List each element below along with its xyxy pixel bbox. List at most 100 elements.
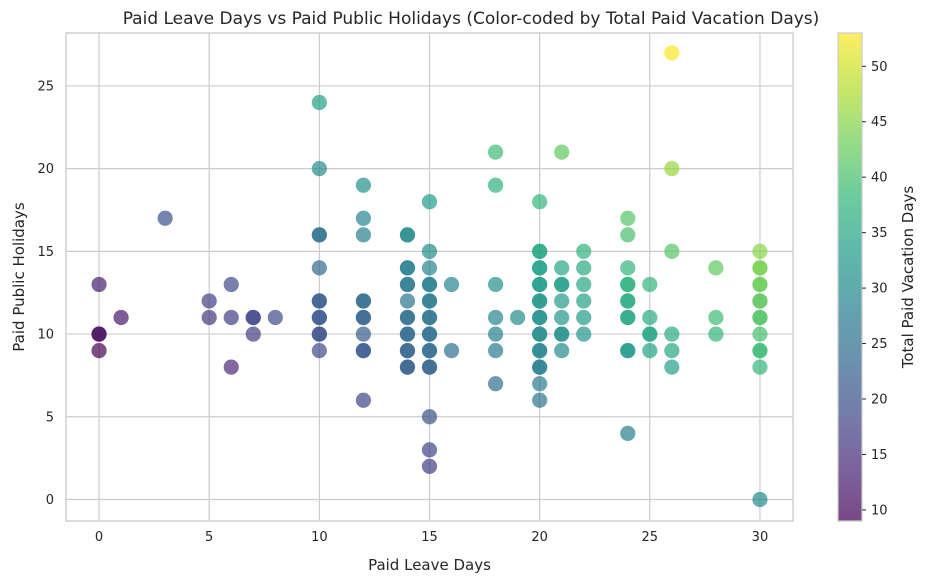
y-tick-label: 0 bbox=[46, 493, 54, 508]
data-point bbox=[554, 260, 570, 276]
data-point bbox=[487, 343, 504, 359]
data-point bbox=[510, 309, 526, 326]
colorbar bbox=[838, 33, 862, 521]
data-point bbox=[399, 309, 416, 326]
data-point bbox=[642, 309, 658, 326]
data-point bbox=[487, 276, 504, 293]
data-point bbox=[620, 425, 636, 441]
data-point bbox=[223, 359, 239, 375]
data-point bbox=[664, 326, 680, 342]
data-point bbox=[532, 343, 548, 359]
data-point bbox=[620, 293, 636, 309]
x-tick-label: 0 bbox=[95, 530, 103, 545]
data-point bbox=[752, 309, 768, 326]
data-point bbox=[620, 309, 636, 326]
data-point bbox=[554, 326, 570, 342]
plot-frame bbox=[65, 32, 794, 522]
data-point bbox=[421, 442, 438, 458]
data-points bbox=[91, 45, 768, 508]
data-point bbox=[311, 260, 327, 276]
data-point bbox=[532, 359, 548, 375]
data-point bbox=[752, 343, 768, 359]
data-point bbox=[576, 260, 592, 276]
colorbar-tick-label: 30 bbox=[871, 282, 888, 297]
data-point bbox=[355, 326, 372, 342]
x-tick-label: 15 bbox=[421, 530, 438, 545]
data-point bbox=[752, 491, 768, 508]
data-point bbox=[642, 326, 658, 342]
data-point bbox=[245, 326, 261, 342]
x-tick-label: 5 bbox=[205, 530, 213, 545]
data-point bbox=[399, 227, 416, 243]
data-point bbox=[576, 243, 592, 259]
data-point bbox=[399, 343, 416, 359]
data-point bbox=[311, 161, 327, 177]
data-point bbox=[664, 243, 680, 259]
y-tick-label: 15 bbox=[37, 245, 54, 260]
data-point bbox=[642, 343, 658, 359]
data-point bbox=[532, 276, 548, 293]
data-point bbox=[576, 276, 592, 293]
colorbar-tick-label: 35 bbox=[871, 226, 888, 241]
data-point bbox=[532, 243, 548, 259]
data-point bbox=[421, 293, 438, 309]
x-tick-label: 20 bbox=[531, 530, 548, 545]
data-point bbox=[664, 161, 680, 177]
colorbar-frame bbox=[837, 32, 863, 522]
y-tick-label: 25 bbox=[37, 79, 54, 94]
data-point bbox=[399, 293, 416, 309]
data-point bbox=[355, 177, 372, 193]
data-point bbox=[532, 376, 548, 392]
data-point bbox=[311, 343, 327, 359]
data-point bbox=[554, 293, 570, 309]
x-tick-label: 10 bbox=[311, 530, 328, 545]
data-point bbox=[355, 227, 372, 243]
data-point bbox=[752, 260, 768, 276]
data-point bbox=[245, 309, 261, 326]
y-tick-label: 5 bbox=[46, 410, 54, 425]
data-point bbox=[554, 276, 570, 293]
data-point bbox=[708, 260, 724, 276]
data-point bbox=[487, 144, 504, 160]
data-point bbox=[487, 309, 504, 326]
data-point bbox=[311, 326, 327, 342]
x-axis-label: Paid Leave Days bbox=[368, 556, 491, 574]
data-point bbox=[554, 343, 570, 359]
x-axis-ticks: 0 5 10 15 20 25 30 bbox=[95, 530, 768, 545]
data-point bbox=[91, 326, 107, 342]
data-point bbox=[91, 343, 107, 359]
colorbar-tick-label: 20 bbox=[871, 393, 888, 408]
data-point bbox=[752, 326, 768, 342]
data-point bbox=[576, 309, 592, 326]
data-point bbox=[113, 309, 129, 326]
data-point bbox=[752, 359, 768, 375]
colorbar-tick-label: 25 bbox=[871, 337, 888, 352]
data-point bbox=[554, 309, 570, 326]
y-axis-label: Paid Public Holidays bbox=[10, 202, 28, 352]
data-point bbox=[532, 260, 548, 276]
data-point bbox=[532, 309, 548, 326]
data-point bbox=[421, 309, 438, 326]
data-point bbox=[223, 309, 239, 326]
data-point bbox=[620, 276, 636, 293]
data-point bbox=[399, 260, 416, 276]
data-point bbox=[752, 243, 768, 259]
colorbar-tick-label: 45 bbox=[871, 115, 888, 130]
data-point bbox=[355, 392, 372, 408]
chart-title: Paid Leave Days vs Paid Public Holidays … bbox=[123, 9, 820, 29]
y-tick-label: 20 bbox=[37, 162, 54, 177]
y-tick-label: 10 bbox=[37, 328, 54, 343]
x-tick-label: 30 bbox=[752, 530, 769, 545]
data-point bbox=[532, 326, 548, 342]
data-point bbox=[664, 45, 680, 61]
data-point bbox=[532, 293, 548, 309]
colorbar-tick-label: 40 bbox=[871, 171, 888, 186]
data-point bbox=[752, 276, 768, 293]
data-point bbox=[399, 326, 416, 342]
data-point bbox=[443, 276, 460, 293]
data-point bbox=[421, 326, 438, 342]
data-point bbox=[576, 326, 592, 342]
data-point bbox=[487, 376, 504, 392]
data-point bbox=[554, 144, 570, 160]
